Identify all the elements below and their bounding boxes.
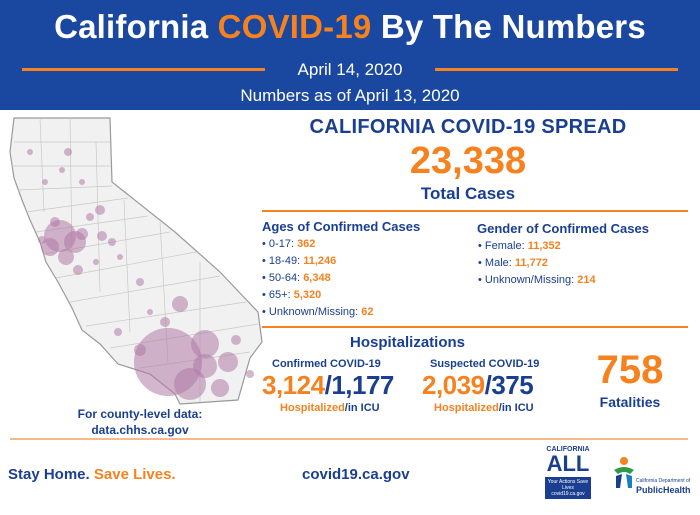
list-item: • Unknown/Missing: 62: [262, 306, 374, 318]
suspected-heading: Suspected COVID-19: [430, 358, 540, 370]
ages-list: • 0-17: 362 • 18-49: 11,246 • 50-64: 6,3…: [262, 236, 374, 321]
list-item: • Male: 11,772: [478, 257, 548, 269]
header-as-of: Numbers as of April 13, 2020: [240, 86, 460, 105]
hospitalizations-heading: Hospitalizations: [350, 334, 466, 351]
divider-middle: [262, 326, 688, 328]
california-map: [9, 117, 263, 405]
header-rule-right: [435, 68, 678, 71]
county-note-line1: For county-level data:: [77, 407, 203, 421]
total-cases-label: Total Cases: [420, 184, 516, 203]
fatalities-label: Fatalities: [599, 394, 661, 410]
header-banner: California COVID-19 By The Numbers April…: [0, 0, 700, 110]
confirmed-heading: Confirmed COVID-19: [272, 358, 381, 370]
title-part2: By The Numbers: [380, 8, 646, 45]
list-item: • 0-17: 362: [262, 238, 316, 250]
fatalities-value: 758: [596, 348, 664, 392]
ages-heading: Ages of Confirmed Cases: [262, 219, 421, 234]
gender-list: • Female: 11,352 • Male: 11,772 • Unknow…: [478, 238, 596, 289]
stay-home-slogan: Stay Home. Save Lives.: [8, 466, 176, 483]
list-item: • Unknown/Missing: 214: [478, 274, 596, 286]
header-date: April 14, 2020: [297, 60, 403, 79]
confirmed-values: 3,124/1,177: [262, 370, 394, 400]
california-all-logo: CALIFORNIA ALL Your Actions Save Lives c…: [545, 446, 591, 499]
divider-footer: [10, 438, 688, 440]
suspected-labels: Hospitalized/in ICU: [434, 402, 534, 414]
list-item: • 65+: 5,320: [262, 289, 322, 301]
spread-title: CALIFORNIA COVID-19 SPREAD: [309, 116, 627, 138]
title-accent: COVID-19: [217, 8, 372, 45]
list-item: • Female: 11,352: [478, 240, 561, 252]
cdph-logo: California Department of PublicHealth: [612, 452, 692, 508]
total-cases-value: 23,338: [409, 140, 527, 182]
case-bubbles: [27, 148, 254, 400]
suspected-values: 2,039/375: [422, 370, 534, 400]
county-note-link[interactable]: data.chhs.ca.gov: [91, 423, 189, 437]
list-item: • 18-49: 11,246: [262, 255, 337, 267]
confirmed-labels: Hospitalized/in ICU: [280, 402, 380, 414]
page-title: California COVID-19 By The Numbers: [0, 8, 700, 46]
list-item: • 50-64: 6,348: [262, 272, 331, 284]
county-data-note: For county-level data: data.chhs.ca.gov: [55, 406, 225, 438]
website-link[interactable]: covid19.ca.gov: [302, 466, 410, 483]
gender-heading: Gender of Confirmed Cases: [477, 221, 649, 236]
divider-top: [262, 210, 688, 212]
title-part1: California: [54, 8, 209, 45]
header-rule-left: [22, 68, 265, 71]
people-icon: [614, 457, 634, 488]
